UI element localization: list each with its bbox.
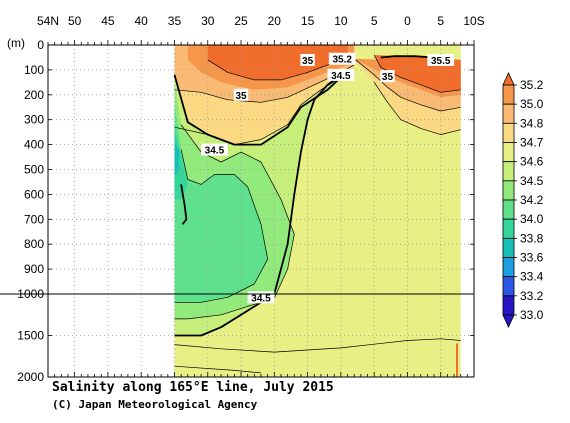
- y-axis-label: (m): [7, 36, 25, 50]
- contour-label-bg: [328, 52, 356, 65]
- contour-label: 34.5: [331, 71, 351, 82]
- contour-line-34.2: [174, 124, 295, 320]
- legend-label: 33.0: [520, 308, 544, 322]
- legend-label: 34.7: [520, 136, 544, 150]
- legend-label: 34.6: [520, 155, 544, 169]
- contour-label-bg: [327, 68, 355, 81]
- salinity-region-34: [174, 102, 268, 303]
- x-tick-label: 10: [334, 14, 348, 28]
- y-tick-label: 2000: [17, 370, 44, 384]
- legend-label: 34.8: [520, 116, 544, 130]
- legend-swatch: [502, 257, 515, 278]
- legend-label: 35.2: [520, 78, 544, 92]
- x-tick-label: 25: [234, 14, 248, 28]
- legend-label: 33.6: [520, 251, 544, 265]
- contour-line-35: [353, 58, 461, 112]
- contour-label-bg: [300, 53, 315, 66]
- y-tick-label: 300: [24, 113, 44, 127]
- contour-label-bg: [201, 143, 228, 156]
- legend-swatch: [502, 218, 515, 239]
- legend-label: 33.4: [520, 270, 544, 284]
- contour-line-34.6: [174, 365, 262, 374]
- legend-swatch: [502, 237, 515, 258]
- legend-swatch: [502, 122, 515, 143]
- contours: [173, 54, 461, 374]
- contour-line-34.5: [174, 74, 342, 337]
- x-tick-label: 40: [135, 14, 149, 28]
- contour-line-35.2: [373, 54, 461, 93]
- contour-label: 35: [382, 72, 394, 83]
- legend-top-arrow: [502, 72, 515, 86]
- contour-label: 35: [235, 91, 247, 102]
- contour-label: 34.5: [205, 146, 225, 157]
- x-tick-label: 35: [168, 14, 182, 28]
- color-legend: 35.2 35.0 34.8 34.7 34.6 34.5 34.2 34.0 33.8 33.6…: [502, 72, 544, 328]
- contour-label: 35.2: [332, 55, 352, 66]
- legend-swatch: [502, 180, 515, 201]
- contour-line-34.7: [174, 69, 355, 145]
- chart-credit: (C) Japan Meteorological Agency: [52, 398, 258, 411]
- contour-line-34.6: [174, 338, 461, 353]
- contour-label-bg: [380, 70, 395, 83]
- legend-swatch: [502, 199, 515, 220]
- legend-swatch: [502, 142, 515, 163]
- x-tick-label: 10S: [463, 14, 484, 28]
- x-tick-label: 5: [371, 14, 378, 28]
- y-tick-label: 900: [24, 262, 44, 276]
- y-axis-ticks: 0 100 200 300 400 500 600 700 800 900 1000 1500 2000: [17, 38, 474, 384]
- x-tick-label: 50: [68, 14, 82, 28]
- legend-swatch: [502, 103, 515, 124]
- chart-title: Salinity along 165°E line, July 2015: [52, 380, 334, 395]
- contour-label-bg: [427, 53, 455, 66]
- legend-label: 33.2: [520, 289, 544, 303]
- legend-swatch: [502, 295, 515, 316]
- contour-line-34.7: [373, 82, 461, 135]
- x-tick-label: 54N: [37, 14, 59, 28]
- legend-label: 34.0: [520, 212, 544, 226]
- y-tick-label: 1500: [17, 329, 44, 343]
- y-tick-label: 600: [24, 187, 44, 201]
- x-tick-label: 15: [301, 14, 315, 28]
- legend-swatch: [502, 84, 515, 105]
- legend-label: 33.8: [520, 231, 544, 245]
- contour-line-35.2: [207, 57, 348, 81]
- x-tick-label: 5: [437, 14, 444, 28]
- contour-line-33.8: [180, 184, 188, 225]
- y-tick-label: 1000: [17, 287, 44, 301]
- x-tick-label: 20: [268, 14, 282, 28]
- salinity-region-33.8: [174, 127, 188, 200]
- contour-labels: 35.2 35 35 34.5 35 35.5 34.5 34.5: [201, 52, 455, 304]
- legend-label: 34.2: [520, 193, 544, 207]
- legend-label: 34.5: [520, 174, 544, 188]
- y-tick-label: 400: [24, 138, 44, 152]
- y-tick-label: 200: [24, 88, 44, 102]
- y-tick-label: 700: [24, 212, 44, 226]
- contour-label: 35: [302, 56, 314, 67]
- x-tick-label: 0: [404, 14, 411, 28]
- contour-label: 34.5: [251, 293, 271, 304]
- salinity-region-35.2: [207, 45, 348, 80]
- y-tick-label: 0: [37, 38, 44, 52]
- salinity-region-33.6: [174, 142, 180, 177]
- y-tick-label: 800: [24, 237, 44, 251]
- y-tick-label: 100: [24, 63, 44, 77]
- legend-label: 35.0: [520, 97, 544, 111]
- x-axis-ticks: 54N 50 45 40 35 30 25 20 15 10 5 0 5 10S: [37, 14, 485, 377]
- contour-label-bg: [233, 88, 249, 101]
- contour-label: 35.5: [431, 56, 451, 67]
- legend-bottom-arrow: [502, 314, 515, 328]
- y-tick-label: 500: [24, 163, 44, 177]
- x-tick-label: 30: [201, 14, 215, 28]
- legend-swatch: [502, 276, 515, 297]
- x-tick-label: 45: [101, 14, 115, 28]
- legend-swatch: [502, 161, 515, 182]
- contour-line-34: [174, 149, 269, 303]
- salinity-region-35.2: [456, 343, 458, 377]
